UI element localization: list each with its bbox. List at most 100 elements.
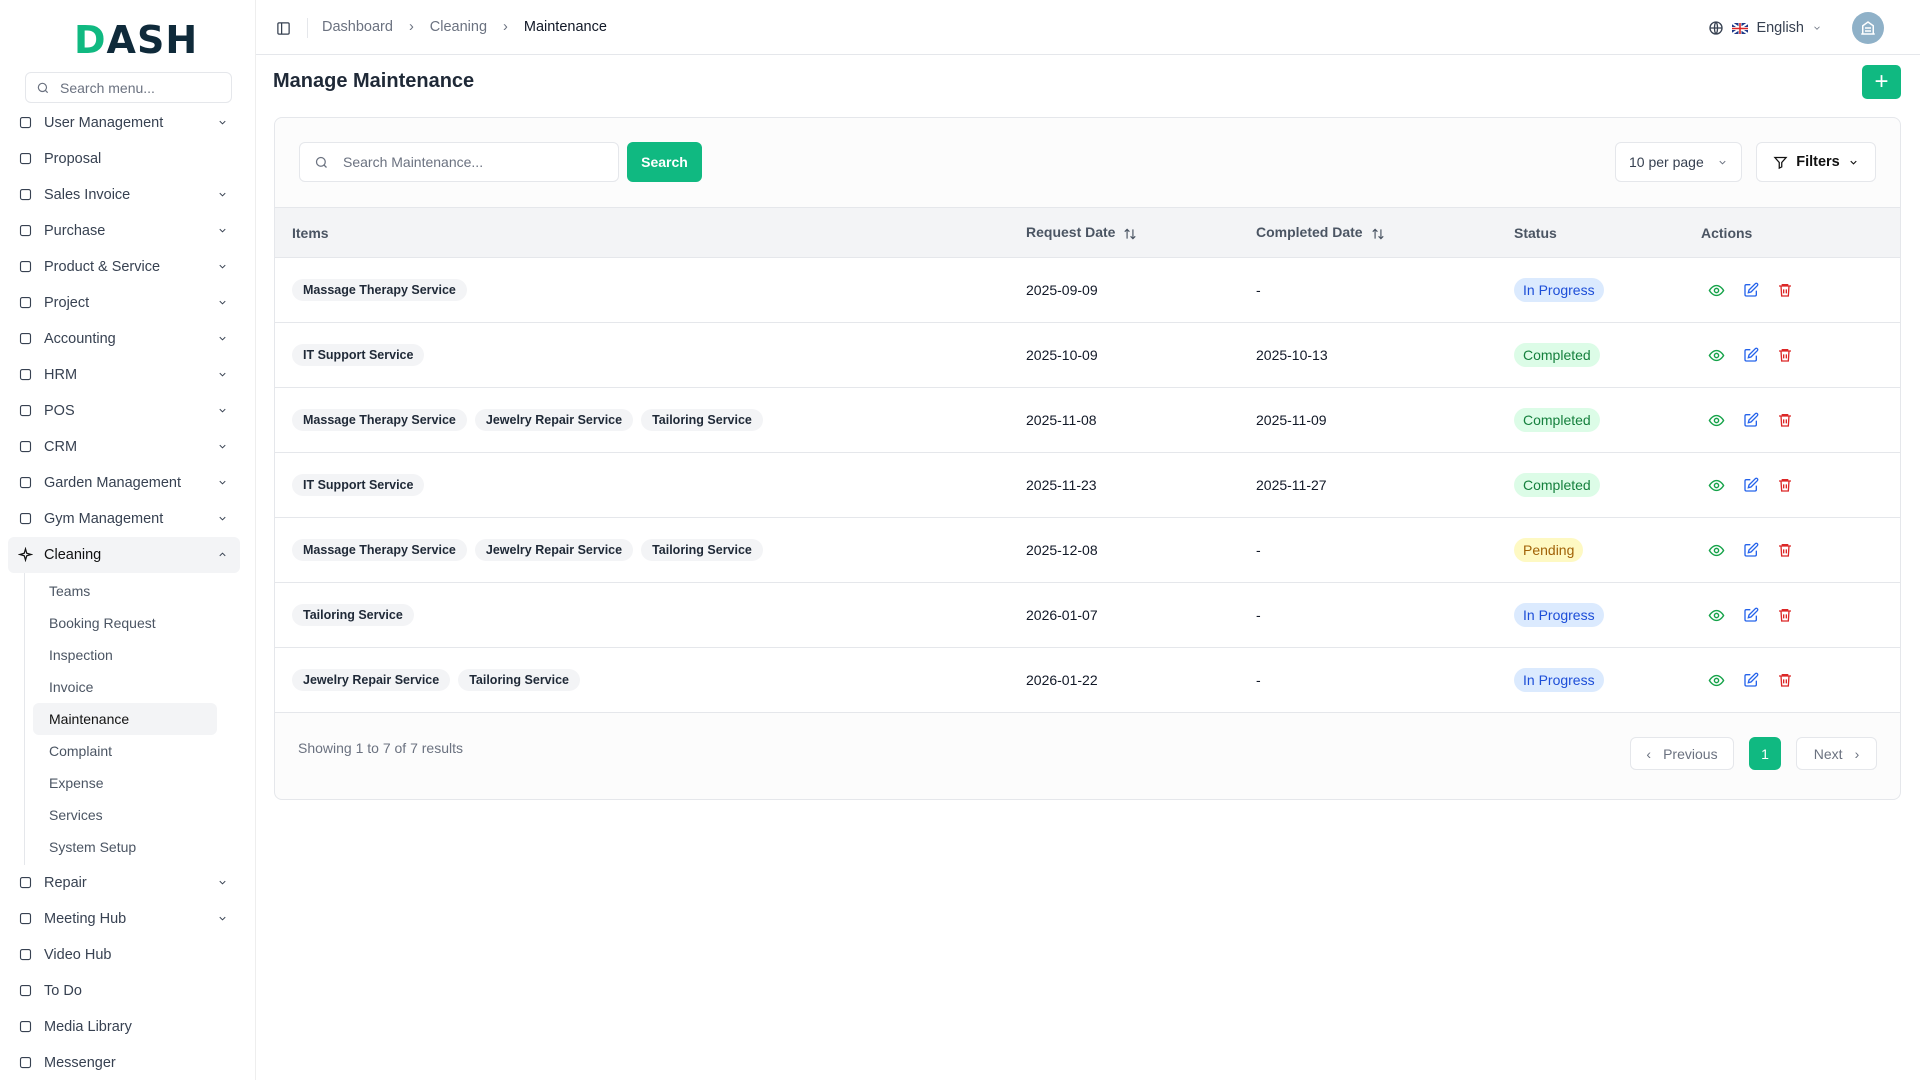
next-button[interactable]: Next › — [1796, 737, 1877, 770]
language-selector[interactable]: English — [1708, 20, 1822, 36]
edit-icon[interactable] — [1743, 477, 1759, 493]
sidebar-item-crm[interactable]: CRM — [8, 429, 240, 465]
items-cell: IT Support Service — [275, 322, 1026, 388]
sidebar-item-cleaning[interactable]: Cleaning — [8, 537, 240, 573]
sidebar-item-purchase[interactable]: Purchase — [8, 213, 240, 249]
sort-icon[interactable] — [1371, 227, 1385, 241]
sidebar-item-to-do[interactable]: To Do — [8, 973, 240, 1009]
table-row: Massage Therapy Service Jewelry Repair Se… — [275, 517, 1900, 583]
submenu-item-teams[interactable]: Teams — [49, 583, 91, 599]
search-maintenance-input[interactable]: Search Maintenance... — [299, 142, 619, 182]
delete-icon[interactable] — [1777, 477, 1793, 493]
delete-icon[interactable] — [1777, 607, 1793, 623]
sidebar-item-user-management[interactable]: User Management — [8, 105, 240, 141]
sidebar-item-messenger[interactable]: Messenger — [8, 1045, 240, 1081]
item-tag: Massage Therapy Service — [292, 279, 467, 301]
sidebar-item-repair[interactable]: Repair — [8, 865, 240, 901]
delete-icon[interactable] — [1777, 282, 1793, 298]
view-icon[interactable] — [1708, 542, 1725, 559]
submenu-item-expense[interactable]: Expense — [49, 775, 104, 791]
table-row: IT Support Service 2025-10-09 2025-10-13… — [275, 322, 1900, 388]
breadcrumb-cleaning[interactable]: Cleaning — [429, 19, 488, 35]
sidebar-item-hrm[interactable]: HRM — [8, 357, 240, 393]
view-icon[interactable] — [1708, 607, 1725, 624]
status-badge: In Progress — [1514, 278, 1604, 302]
dash-logo[interactable]: DASH — [74, 18, 199, 62]
sidebar-item-label: Sales Invoice — [44, 187, 131, 203]
view-icon[interactable] — [1708, 282, 1725, 299]
sort-icon[interactable] — [1123, 227, 1137, 241]
sidebar-toggle-icon[interactable] — [276, 21, 291, 36]
edit-icon[interactable] — [1743, 347, 1759, 363]
view-icon[interactable] — [1708, 347, 1725, 364]
sidebar-item-sales-invoice[interactable]: Sales Invoice — [8, 177, 240, 213]
item-tag: Jewelry Repair Service — [474, 409, 634, 431]
chevron-down-icon — [217, 476, 228, 492]
sidebar-item-label: Product & Service — [44, 259, 161, 275]
item-tag: Jewelry Repair Service — [292, 669, 451, 691]
delete-icon[interactable] — [1777, 412, 1793, 428]
view-icon[interactable] — [1708, 412, 1725, 429]
sidebar-item-pos[interactable]: POS — [8, 393, 240, 429]
submenu-item-system-setup[interactable]: System Setup — [49, 839, 137, 855]
submenu-item-inspection[interactable]: Inspection — [49, 647, 113, 663]
edit-icon[interactable] — [1743, 412, 1759, 428]
submenu-item-complaint[interactable]: Complaint — [49, 743, 113, 759]
previous-button[interactable]: ‹ Previous — [1630, 737, 1734, 770]
sidebar-item-product-service[interactable]: Product & Service — [8, 249, 240, 285]
avatar[interactable] — [1852, 12, 1884, 44]
delete-icon[interactable] — [1777, 542, 1793, 558]
delete-icon[interactable] — [1777, 347, 1793, 363]
submenu-item-booking-request[interactable]: Booking Request — [49, 615, 156, 631]
per-page-select[interactable]: 10 per page — [1615, 142, 1742, 182]
item-tag: Massage Therapy Service — [292, 409, 467, 431]
chevron-down-icon — [217, 260, 228, 276]
view-icon[interactable] — [1708, 477, 1725, 494]
breadcrumb-dashboard[interactable]: Dashboard — [322, 19, 393, 35]
filters-label: Filters — [1796, 154, 1840, 170]
submenu-item-services[interactable]: Services — [49, 807, 103, 823]
sidebar-item-video-hub[interactable]: Video Hub — [8, 937, 240, 973]
sidebar-item-label: Garden Management — [44, 475, 182, 491]
chevron-down-icon — [1850, 160, 1857, 165]
cart-icon — [18, 223, 34, 239]
add-maintenance-button[interactable]: + — [1862, 65, 1901, 99]
filter-icon — [1773, 156, 1788, 169]
users-icon — [18, 115, 34, 131]
table-row: Massage Therapy Service 2025-09-09 - In … — [275, 257, 1900, 323]
status-cell: Completed — [1514, 452, 1701, 518]
table-row: Massage Therapy Service Jewelry Repair Se… — [275, 387, 1900, 453]
user-cog-icon — [18, 367, 34, 383]
completed-date: 2025-10-13 — [1256, 322, 1514, 388]
actions-cell — [1701, 257, 1900, 323]
edit-icon[interactable] — [1743, 282, 1759, 298]
completed-date: - — [1256, 647, 1514, 713]
status-badge: In Progress — [1514, 603, 1604, 627]
contact-icon — [18, 439, 34, 455]
sidebar-item-meeting-hub[interactable]: Meeting Hub — [8, 901, 240, 937]
sidebar-item-label: Repair — [44, 875, 87, 891]
sidebar-item-accounting[interactable]: Accounting — [8, 321, 240, 357]
edit-icon[interactable] — [1743, 542, 1759, 558]
sidebar-item-project[interactable]: Project — [8, 285, 240, 321]
sidebar-item-proposal[interactable]: Proposal — [8, 141, 240, 177]
invoice-icon — [18, 187, 34, 203]
edit-icon[interactable] — [1743, 607, 1759, 623]
column-completed-date[interactable]: Completed Date — [1256, 207, 1514, 258]
page-1-button[interactable]: 1 — [1749, 737, 1781, 770]
results-summary: Showing 1 to 7 of 7 results — [298, 740, 463, 756]
column-request-date[interactable]: Request Date — [1026, 207, 1256, 258]
delete-icon[interactable] — [1777, 672, 1793, 688]
table-row: Tailoring Service 2026-01-07 - In Progre… — [275, 582, 1900, 648]
sidebar-item-gym-management[interactable]: Gym Management — [8, 501, 240, 537]
sidebar-item-media-library[interactable]: Media Library — [8, 1009, 240, 1045]
submenu-item-invoice[interactable]: Invoice — [49, 679, 94, 695]
edit-icon[interactable] — [1743, 672, 1759, 688]
view-icon[interactable] — [1708, 672, 1725, 689]
menu-search-input[interactable]: Search menu... — [25, 72, 232, 103]
filters-button[interactable]: Filters — [1756, 142, 1876, 182]
search-button[interactable]: Search — [627, 142, 702, 182]
sidebar-item-garden-management[interactable]: Garden Management — [8, 465, 240, 501]
submenu-item-maintenance[interactable]: Maintenance — [33, 703, 217, 735]
column-status: Status — [1514, 207, 1701, 258]
